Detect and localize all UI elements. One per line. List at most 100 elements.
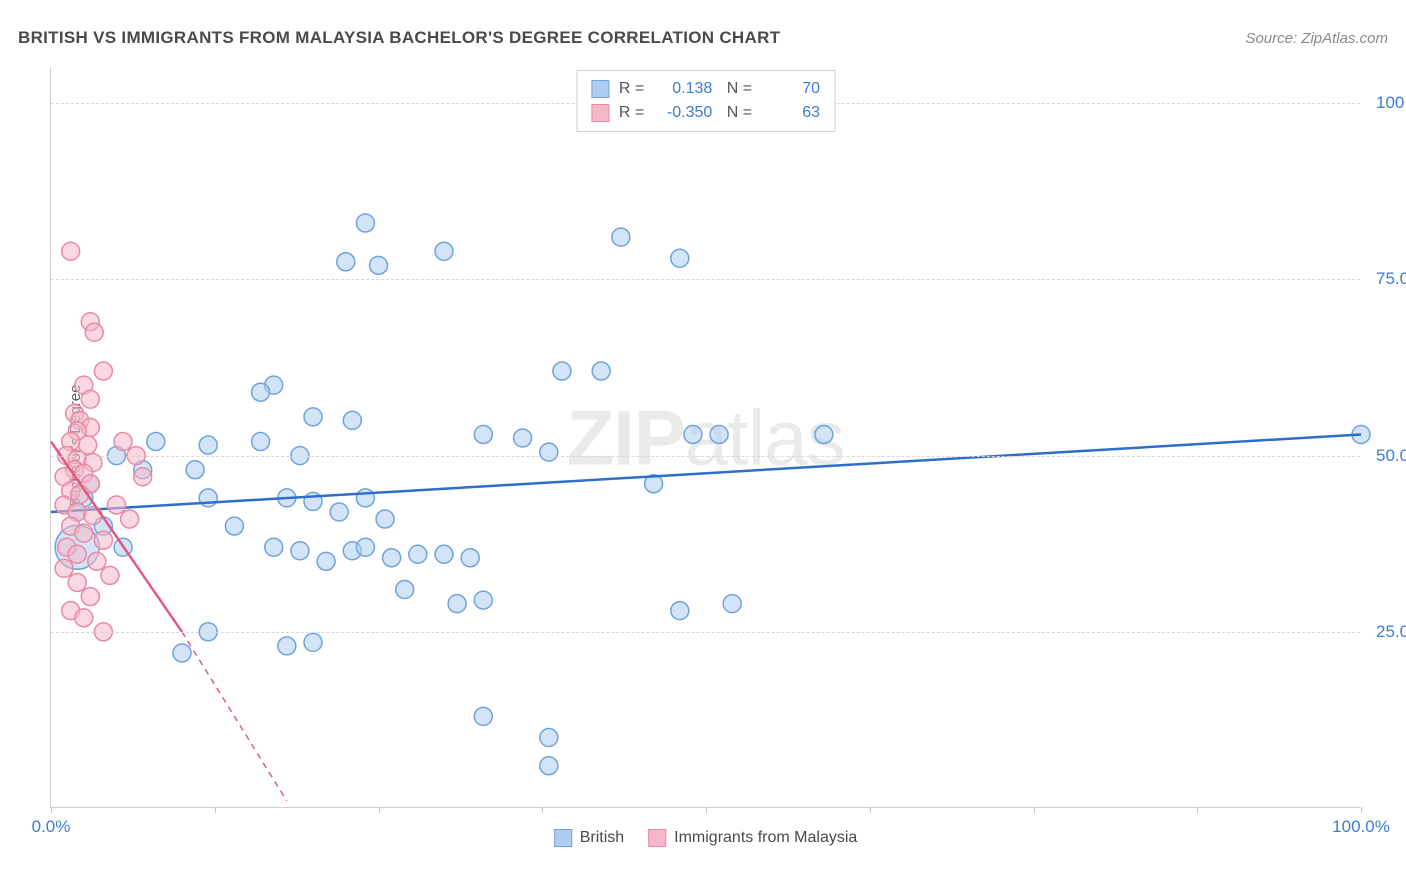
data-point (356, 214, 374, 232)
data-point (435, 545, 453, 563)
data-point (75, 609, 93, 627)
y-tick-label: 25.0% (1366, 622, 1406, 642)
data-point (55, 559, 73, 577)
data-point (448, 595, 466, 613)
legend-stats-row: R = 0.138 N = 70 (591, 77, 820, 101)
swatch-british (591, 80, 609, 98)
stat-r-label: R = (619, 101, 644, 125)
data-point (134, 468, 152, 486)
data-point (265, 538, 283, 556)
scatter-svg (51, 68, 1360, 807)
x-tick (1361, 807, 1362, 813)
data-point (94, 362, 112, 380)
y-tick-label: 100.0% (1366, 93, 1406, 113)
data-point (94, 531, 112, 549)
legend-label: Immigrants from Malaysia (674, 829, 857, 847)
data-point (68, 545, 86, 563)
trend-line (51, 434, 1361, 512)
legend-label: British (580, 829, 624, 847)
data-point (612, 228, 630, 246)
legend-item-british: British (554, 829, 624, 847)
data-point (435, 242, 453, 260)
legend-item-malaysia: Immigrants from Malaysia (648, 829, 857, 847)
legend-stats: R = 0.138 N = 70 R = -0.350 N = 63 (576, 70, 835, 132)
x-tick (379, 807, 380, 813)
data-point (723, 595, 741, 613)
swatch-malaysia (648, 829, 666, 847)
data-point (815, 425, 833, 443)
data-point (68, 573, 86, 591)
data-point (330, 503, 348, 521)
data-point (81, 390, 99, 408)
x-tick (870, 807, 871, 813)
data-point (304, 408, 322, 426)
y-tick-label: 50.0% (1366, 446, 1406, 466)
data-point (278, 637, 296, 655)
x-tick (51, 807, 52, 813)
data-point (84, 507, 102, 525)
data-point (474, 707, 492, 725)
stat-r-label: R = (619, 77, 644, 101)
data-point (343, 411, 361, 429)
data-point (474, 425, 492, 443)
chart-title: BRITISH VS IMMIGRANTS FROM MALAYSIA BACH… (18, 28, 780, 48)
data-point (376, 510, 394, 528)
data-point (317, 552, 335, 570)
data-point (540, 757, 558, 775)
data-point (461, 549, 479, 567)
data-point (337, 253, 355, 271)
x-tick (1197, 807, 1198, 813)
data-point (62, 242, 80, 260)
trend-line-extrapolated (182, 632, 287, 801)
data-point (85, 323, 103, 341)
stat-n-label: N = (722, 77, 752, 101)
stat-n-label: N = (722, 101, 752, 125)
swatch-malaysia (591, 104, 609, 122)
stat-r-value: -0.350 (654, 101, 712, 125)
data-point (356, 538, 374, 556)
x-tick-label: 0.0% (32, 817, 71, 837)
stat-n-value: 70 (762, 77, 820, 101)
data-point (101, 566, 119, 584)
data-point (186, 461, 204, 479)
chart-header: BRITISH VS IMMIGRANTS FROM MALAYSIA BACH… (18, 28, 1388, 48)
data-point (553, 362, 571, 380)
data-point (671, 249, 689, 267)
x-tick-label: 100.0% (1332, 817, 1390, 837)
data-point (671, 602, 689, 620)
stat-r-value: 0.138 (654, 77, 712, 101)
data-point (540, 443, 558, 461)
data-point (710, 425, 728, 443)
legend-stats-row: R = -0.350 N = 63 (591, 101, 820, 125)
legend-series: British Immigrants from Malaysia (554, 829, 858, 847)
gridline (51, 632, 1360, 633)
data-point (114, 433, 132, 451)
data-point (199, 436, 217, 454)
data-point (592, 362, 610, 380)
data-point (474, 591, 492, 609)
data-point (225, 517, 243, 535)
gridline (51, 456, 1360, 457)
data-point (356, 489, 374, 507)
data-point (81, 588, 99, 606)
data-point (291, 542, 309, 560)
data-point (121, 510, 139, 528)
data-point (304, 633, 322, 651)
x-tick (1034, 807, 1035, 813)
data-point (108, 496, 126, 514)
chart-plot-area: ZIPatlas R = 0.138 N = 70 R = -0.350 N =… (50, 68, 1360, 808)
data-point (514, 429, 532, 447)
chart-source: Source: ZipAtlas.com (1245, 30, 1388, 47)
data-point (88, 552, 106, 570)
data-point (173, 644, 191, 662)
x-tick (706, 807, 707, 813)
y-tick-label: 75.0% (1366, 269, 1406, 289)
swatch-british (554, 829, 572, 847)
data-point (252, 433, 270, 451)
data-point (147, 433, 165, 451)
data-point (540, 729, 558, 747)
stat-n-value: 63 (762, 101, 820, 125)
x-tick (542, 807, 543, 813)
data-point (383, 549, 401, 567)
x-tick (215, 807, 216, 813)
